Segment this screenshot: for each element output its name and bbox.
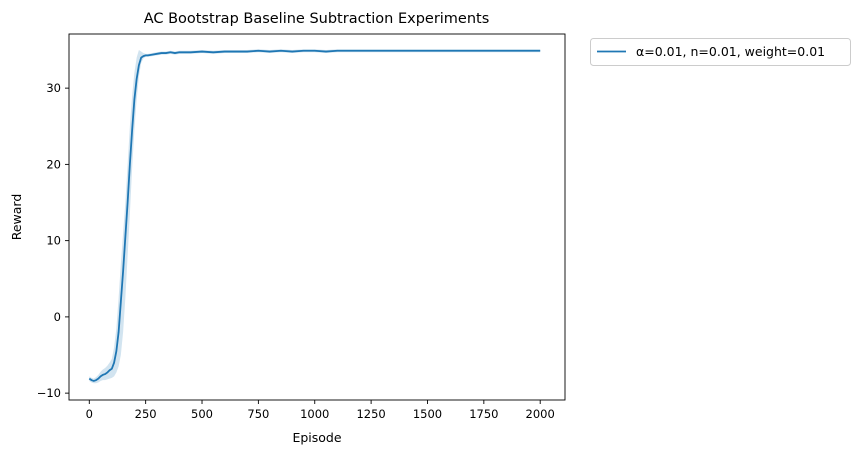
x-axis-label: Episode	[292, 430, 341, 445]
plot-area	[88, 49, 541, 384]
x-tick-label: 2000	[526, 407, 555, 421]
y-axis-label: Reward	[9, 194, 24, 241]
y-tick-label: 20	[46, 157, 61, 171]
y-tick-label: −10	[37, 386, 61, 400]
legend-box	[590, 38, 851, 66]
confidence-band-0	[89, 49, 541, 384]
legend-label: α=0.01, n=0.01, weight=0.01	[636, 44, 825, 59]
y-tick-label: 30	[46, 81, 61, 95]
x-tick-label: 1500	[413, 407, 442, 421]
series-line-0	[88, 49, 541, 382]
chart-title: AC Bootstrap Baseline Subtraction Experi…	[144, 11, 490, 27]
x-axis-ticks: 0 250 500 750 1000 1250 1500 1750 2000	[86, 400, 555, 421]
x-tick-label: 500	[191, 407, 213, 421]
plot-frame	[68, 33, 566, 401]
y-tick-label: 0	[54, 310, 61, 324]
x-tick-label: 1000	[300, 407, 329, 421]
x-tick-label: 250	[135, 407, 157, 421]
x-tick-label: 750	[247, 407, 269, 421]
x-tick-label: 1750	[469, 407, 498, 421]
x-tick-label: 0	[86, 407, 93, 421]
x-tick-label: 1250	[356, 407, 385, 421]
y-tick-label: 10	[46, 234, 61, 248]
legend: α=0.01, n=0.01, weight=0.01	[590, 38, 851, 66]
y-axis-ticks: −10 0 10 20 30	[37, 81, 69, 400]
